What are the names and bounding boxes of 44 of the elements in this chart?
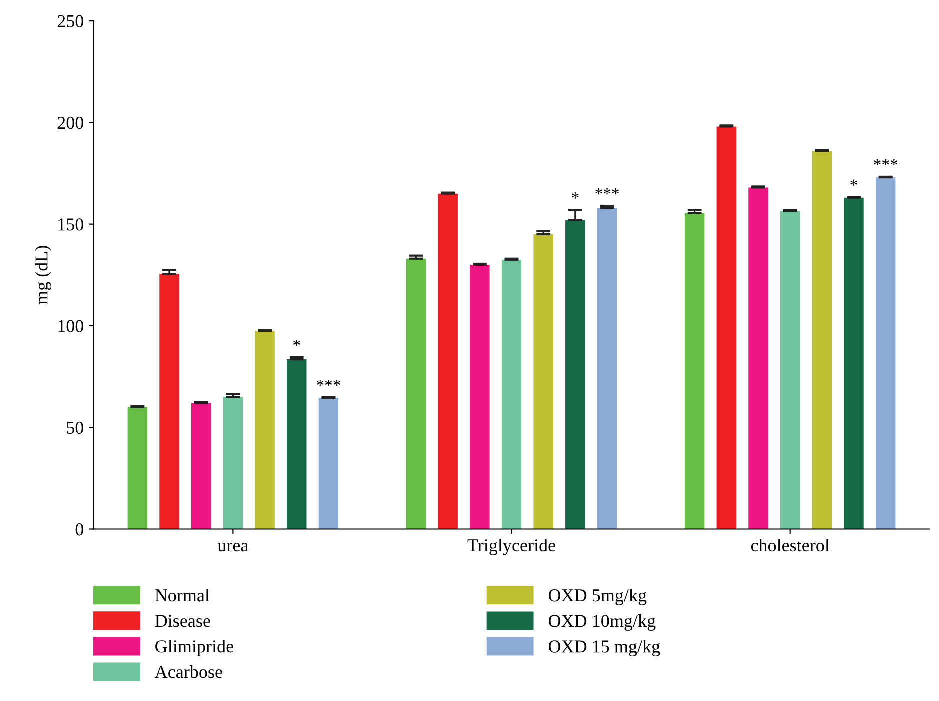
data-label: *** — [874, 159, 898, 166]
bar — [128, 407, 148, 530]
y-tick-label: 100 — [58, 320, 84, 332]
y-tick-label: 50 — [67, 422, 84, 434]
legend-label: OXD 15 mg/kg — [548, 640, 660, 657]
x-tick-label: urea — [218, 542, 248, 552]
bar — [286, 360, 307, 530]
y-tick-label: 150 — [58, 218, 84, 231]
x-tick-label: cholesterol — [751, 538, 830, 552]
bar — [470, 264, 490, 530]
bar — [716, 126, 737, 530]
bar — [438, 194, 458, 530]
legend-label: Normal — [155, 588, 210, 602]
legend-label: Glimipride — [156, 640, 234, 656]
data-label: *** — [596, 188, 619, 195]
bar — [812, 151, 832, 530]
bar — [406, 258, 426, 530]
bar — [502, 260, 522, 530]
legend-label: OXD 10mg/kg — [548, 614, 656, 631]
bar — [566, 220, 586, 530]
bar — [255, 331, 275, 530]
x-tick-label: Triglyceride — [468, 538, 556, 556]
data-label: * — [850, 180, 858, 186]
bar — [876, 178, 896, 530]
bar — [684, 213, 705, 530]
bar — [160, 274, 180, 530]
bar — [223, 397, 244, 530]
legend-label: Acarbose — [155, 666, 222, 678]
bar — [318, 398, 339, 530]
y-tick-label: 200 — [58, 116, 84, 130]
legend-label: Disease — [155, 615, 210, 628]
data-label: *** — [317, 380, 340, 386]
y-tick-label: 250 — [58, 15, 84, 28]
y-axis-title: mg (dL) — [35, 246, 52, 305]
y-tick-label: 0 — [76, 524, 84, 536]
bar — [780, 211, 800, 530]
legend-label: OXD 5mg/kg — [548, 588, 647, 606]
bar — [748, 188, 768, 530]
data-label: * — [294, 340, 300, 346]
bar — [597, 208, 618, 530]
bar — [844, 198, 864, 530]
data-label: * — [572, 192, 579, 199]
bar — [191, 403, 212, 530]
bar — [534, 234, 554, 530]
